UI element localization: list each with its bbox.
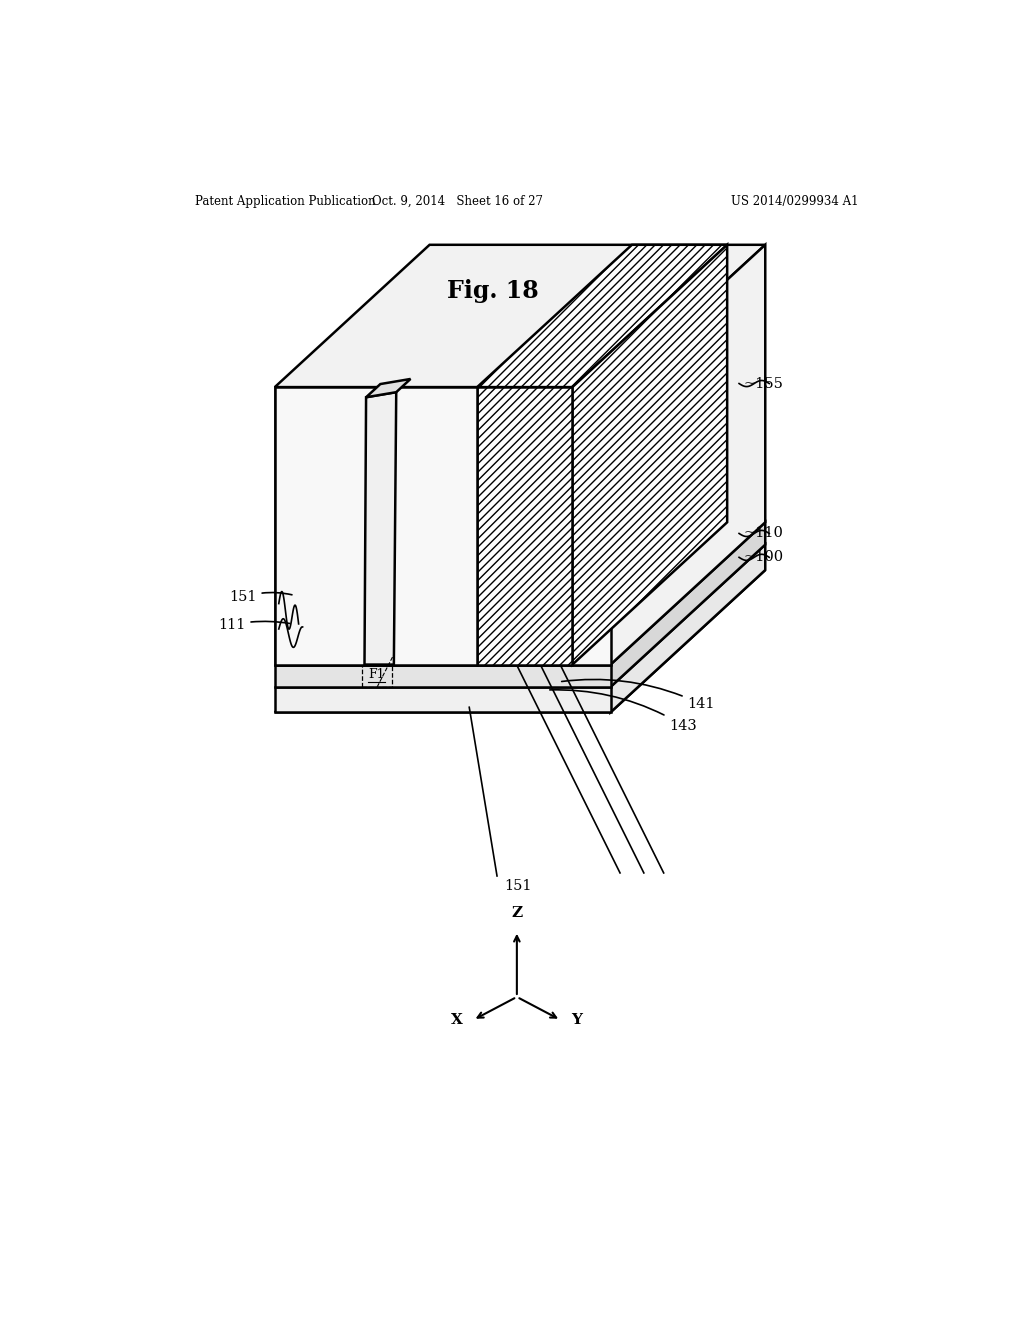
Polygon shape: [610, 523, 765, 686]
Text: F1: F1: [368, 668, 385, 681]
Text: Patent Application Publication: Patent Application Publication: [196, 194, 376, 207]
Polygon shape: [274, 387, 610, 664]
Text: 143: 143: [550, 690, 697, 733]
Polygon shape: [274, 387, 477, 664]
Text: US 2014/0299934 A1: US 2014/0299934 A1: [730, 194, 858, 207]
Polygon shape: [477, 244, 727, 387]
Polygon shape: [274, 570, 765, 713]
Text: ~100: ~100: [743, 550, 783, 565]
Polygon shape: [610, 545, 765, 713]
Polygon shape: [572, 244, 727, 664]
Text: ~155: ~155: [743, 376, 783, 391]
Text: 111: 111: [218, 618, 290, 632]
Text: 151: 151: [505, 879, 532, 894]
Text: 141: 141: [562, 680, 715, 711]
Bar: [362, 664, 392, 686]
Text: Oct. 9, 2014   Sheet 16 of 27: Oct. 9, 2014 Sheet 16 of 27: [372, 194, 543, 207]
Polygon shape: [274, 686, 610, 713]
Polygon shape: [610, 244, 765, 664]
Text: Fig. 18: Fig. 18: [447, 279, 539, 302]
Polygon shape: [274, 664, 610, 686]
Polygon shape: [365, 392, 396, 664]
Text: X: X: [452, 1012, 463, 1027]
Text: Z: Z: [511, 906, 522, 920]
Text: Y: Y: [571, 1012, 582, 1027]
Text: 151: 151: [229, 590, 292, 605]
Polygon shape: [477, 387, 572, 664]
Polygon shape: [367, 379, 411, 397]
Text: ~110: ~110: [743, 527, 783, 540]
Polygon shape: [274, 244, 765, 387]
